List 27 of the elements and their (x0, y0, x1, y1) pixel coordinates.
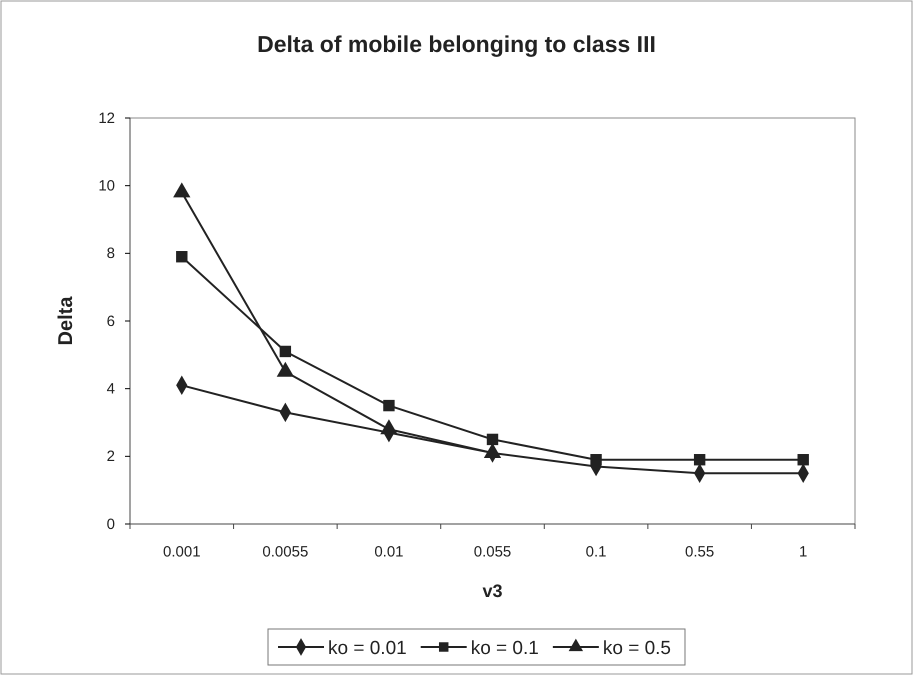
point (383, 400, 395, 412)
x-axis-title: v3 (482, 581, 503, 601)
point (280, 346, 292, 358)
x-tick-label: 0.55 (685, 544, 714, 561)
x-tick-label: 0.0055 (262, 544, 308, 561)
y-tick-label: 0 (106, 516, 115, 533)
y-axis-title: Delta (55, 296, 77, 346)
legend-label: ko = 0.01 (328, 638, 407, 659)
y-tick-label: 4 (106, 380, 115, 398)
legend-label: ko = 0.1 (470, 638, 539, 659)
point (590, 454, 602, 466)
x-tick-label: 0.001 (163, 544, 201, 561)
x-tick-label: 1 (799, 544, 808, 561)
y-tick-label: 10 (98, 177, 115, 194)
point (798, 454, 809, 466)
y-tick-label: 6 (106, 312, 115, 330)
point (694, 454, 706, 466)
y-tick-label: 8 (106, 245, 115, 262)
x-tick-label: 0.01 (374, 544, 404, 561)
chart-title: Delta of mobile belonging to class III (257, 31, 656, 57)
y-tick-label: 12 (98, 110, 115, 127)
x-tick-label: 0.055 (474, 544, 512, 561)
legend-label: ko = 0.5 (602, 638, 671, 659)
y-tick-label: 2 (106, 448, 115, 466)
point (176, 251, 188, 262)
point (486, 434, 498, 446)
x-tick-label: 0.1 (586, 544, 606, 561)
